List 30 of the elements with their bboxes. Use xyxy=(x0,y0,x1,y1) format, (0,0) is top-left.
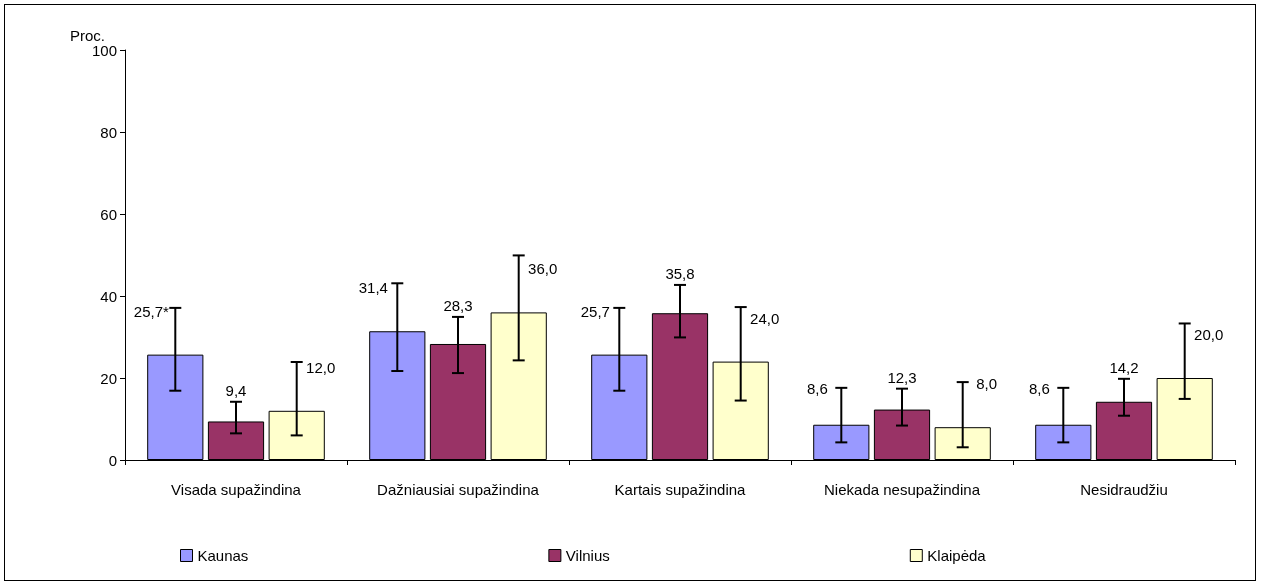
x-tick-label: Dažniausiai supažindina xyxy=(377,481,540,498)
y-tick-label: 100 xyxy=(91,41,117,59)
data-label: 24,0 xyxy=(750,309,780,327)
x-tick-label: Kartais supažindina xyxy=(614,481,747,498)
data-label: 25,7 xyxy=(580,302,610,320)
data-label: 31,4 xyxy=(358,279,388,297)
data-label: 28,3 xyxy=(443,296,473,314)
data-label: 35,8 xyxy=(665,264,695,282)
data-label: 8,6 xyxy=(806,379,828,397)
y-tick-label: 80 xyxy=(100,123,117,141)
data-label: 8,0 xyxy=(976,375,998,393)
data-label: 14,2 xyxy=(1109,358,1139,376)
legend-label: Klaipėda xyxy=(927,547,987,564)
legend-label: Kaunas xyxy=(197,547,249,564)
x-tick-label: Visada supažindina xyxy=(171,481,302,498)
data-label: 36,0 xyxy=(528,260,558,278)
legend-label: Vilnius xyxy=(565,547,610,564)
data-label: 20,0 xyxy=(1194,326,1224,343)
data-label: 12,3 xyxy=(887,368,917,386)
data-label: 8,6 xyxy=(1028,379,1050,397)
y-tick-label: 60 xyxy=(100,205,117,223)
data-label: 25,7* xyxy=(133,302,169,320)
y-tick-label: 20 xyxy=(100,369,117,387)
x-tick-label: Nesidraudžiu xyxy=(1080,481,1168,498)
y-tick-label: 0 xyxy=(108,451,117,469)
y-tick-label: 40 xyxy=(100,287,117,305)
x-tick-label: Niekada nesupažindina xyxy=(824,481,981,498)
data-label: 9,4 xyxy=(225,381,247,399)
y-axis-title: Proc. xyxy=(69,26,105,44)
data-label: 12,0 xyxy=(306,358,336,376)
